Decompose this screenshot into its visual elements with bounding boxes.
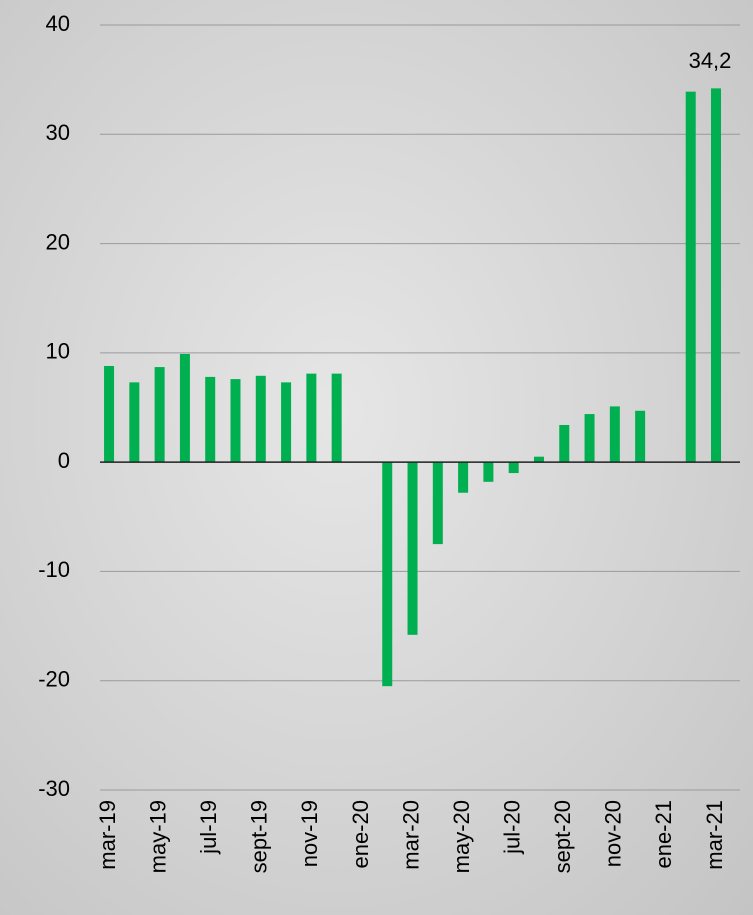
bar	[610, 406, 620, 462]
x-tick-label: may-19	[145, 800, 170, 873]
y-tick-label: -10	[38, 557, 70, 582]
bar	[585, 414, 595, 462]
bar	[686, 92, 696, 462]
bar	[180, 354, 190, 462]
x-tick-label: ene-20	[348, 800, 373, 869]
bar	[332, 374, 342, 463]
bar	[559, 425, 569, 462]
bar	[711, 88, 721, 462]
bar	[382, 462, 392, 686]
bar	[483, 462, 493, 482]
bar	[306, 374, 316, 463]
y-tick-label: 0	[58, 448, 70, 473]
x-tick-label: jul-19	[196, 800, 221, 855]
bar	[509, 462, 519, 473]
bar	[129, 382, 139, 462]
x-tick-label: nov-19	[297, 800, 322, 867]
x-tick-label: mar-20	[398, 800, 423, 870]
value-label: 34,2	[689, 48, 732, 73]
y-tick-label: 40	[46, 11, 70, 36]
bar	[155, 367, 165, 462]
bar	[433, 462, 443, 544]
y-tick-label: 10	[46, 339, 70, 364]
x-tick-label: jul-20	[499, 800, 524, 855]
bar	[230, 379, 240, 462]
bar	[635, 411, 645, 462]
bar	[408, 462, 418, 635]
y-tick-label: -20	[38, 667, 70, 692]
bar	[205, 377, 215, 462]
x-tick-label: sept-20	[550, 800, 575, 873]
bar	[256, 376, 266, 462]
x-tick-label: may-20	[449, 800, 474, 873]
x-tick-label: mar-19	[95, 800, 120, 870]
chart: -30 -20 -10 0 10 20 30 40 mar-19 may-19 jul-19 sept…	[0, 0, 753, 915]
bar	[281, 382, 291, 462]
x-tick-label: sept-19	[247, 800, 272, 873]
x-tick-label: nov-20	[601, 800, 626, 867]
y-tick-label: 30	[46, 120, 70, 145]
bar	[104, 366, 114, 462]
y-tick-label: -30	[38, 776, 70, 801]
x-tick-label: mar-21	[702, 800, 727, 870]
bar	[534, 457, 544, 462]
x-tick-label: ene-21	[651, 800, 676, 869]
y-tick-label: 20	[46, 229, 70, 254]
bar	[458, 462, 468, 493]
